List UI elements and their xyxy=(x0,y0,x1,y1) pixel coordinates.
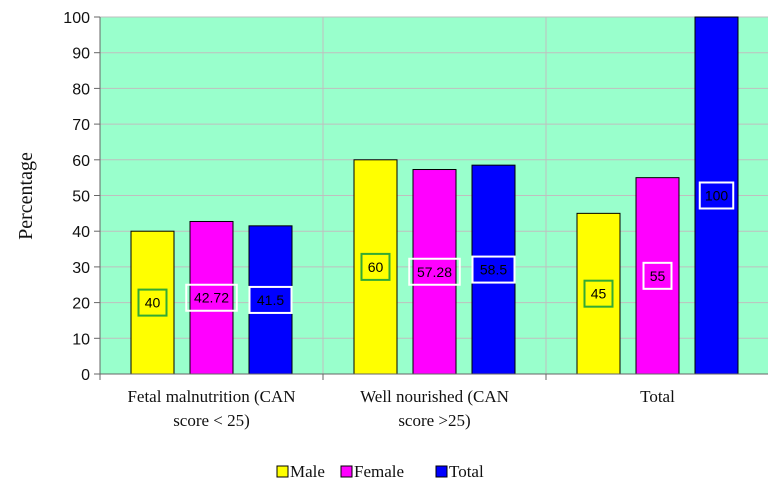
y-tick-label: 60 xyxy=(72,153,90,170)
data-label: 100 xyxy=(705,188,729,204)
legend-swatch xyxy=(435,465,448,478)
legend-swatch xyxy=(340,465,353,478)
y-tick-label: 90 xyxy=(72,46,90,63)
x-category-label: score < 25) xyxy=(173,411,250,430)
y-tick-label: 10 xyxy=(72,331,90,348)
data-label-box xyxy=(471,255,516,284)
legend-swatch xyxy=(276,465,289,478)
y-tick-label: 20 xyxy=(72,296,90,313)
bar-total-2 xyxy=(694,16,739,375)
data-label: 58.5 xyxy=(480,262,507,278)
data-label: 55 xyxy=(650,268,666,284)
data-label: 40 xyxy=(145,295,161,311)
y-axis-label: Percentage xyxy=(15,152,37,240)
x-category-label: Fetal malnutrition (CAN xyxy=(127,387,295,406)
y-tick-labels: 0 10 20 30 40 50 60 70 80 90 100 xyxy=(63,10,90,384)
data-label: 42.72 xyxy=(194,290,229,306)
bars: 40 60 45 42.72 57.28 55 41.5 58.5 100 xyxy=(130,16,739,375)
legend-label: Total xyxy=(449,462,484,481)
data-label-box xyxy=(698,181,735,210)
bar-total-1 xyxy=(471,164,516,375)
y-tick-label: 80 xyxy=(72,81,90,98)
legend-label: Male xyxy=(290,462,325,481)
x-category-label: Total xyxy=(640,387,675,406)
x-category-labels: Fetal malnutrition (CAN score < 25) Well n… xyxy=(127,387,675,430)
legend: Male Female Total xyxy=(276,462,484,481)
data-label-box xyxy=(408,257,461,286)
x-category-label: Well nourished (CAN xyxy=(360,387,509,406)
data-label: 57.28 xyxy=(417,264,452,280)
y-tick-label: 50 xyxy=(72,189,90,206)
y-tick-label: 0 xyxy=(81,367,90,384)
y-tick-label: 100 xyxy=(63,10,90,27)
data-label-box xyxy=(583,279,614,308)
legend-label: Female xyxy=(354,462,404,481)
data-label-box xyxy=(360,252,391,281)
data-label: 41.5 xyxy=(257,292,284,308)
bar-total-0 xyxy=(248,225,293,375)
data-label: 45 xyxy=(591,286,607,302)
axes xyxy=(94,16,768,380)
data-label-box xyxy=(248,285,293,314)
data-label-box xyxy=(642,261,673,290)
y-tick-label: 30 xyxy=(72,260,90,277)
x-category-label: score >25) xyxy=(398,411,470,430)
bar-female-1 xyxy=(412,169,457,375)
y-tick-label: 40 xyxy=(72,224,90,241)
data-label-box xyxy=(137,288,168,317)
bar-female-0 xyxy=(189,220,234,375)
data-label-box xyxy=(185,283,238,312)
y-tick-label: 70 xyxy=(72,117,90,134)
data-label: 60 xyxy=(368,259,384,275)
